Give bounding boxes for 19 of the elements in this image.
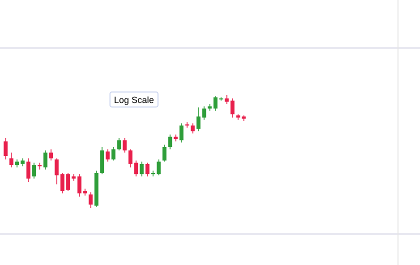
candlestick — [32, 162, 36, 180]
candlestick — [190, 122, 195, 134]
candlestick — [145, 162, 150, 177]
candlestick — [49, 148, 54, 161]
candlestick — [140, 161, 144, 177]
candlestick — [111, 146, 116, 161]
candlestick — [122, 138, 127, 154]
candlestick — [43, 150, 48, 170]
candlestick — [156, 159, 161, 176]
candlestick — [100, 146, 104, 174]
candlestick — [4, 138, 8, 160]
candlestick — [54, 158, 59, 185]
candlestick — [117, 138, 122, 151]
annotation: Log Scale — [114, 95, 154, 105]
candlestick — [9, 152, 14, 168]
candlestick — [168, 134, 172, 150]
candlestick — [26, 158, 30, 182]
candlestick — [179, 122, 184, 143]
candlestick — [162, 144, 166, 162]
